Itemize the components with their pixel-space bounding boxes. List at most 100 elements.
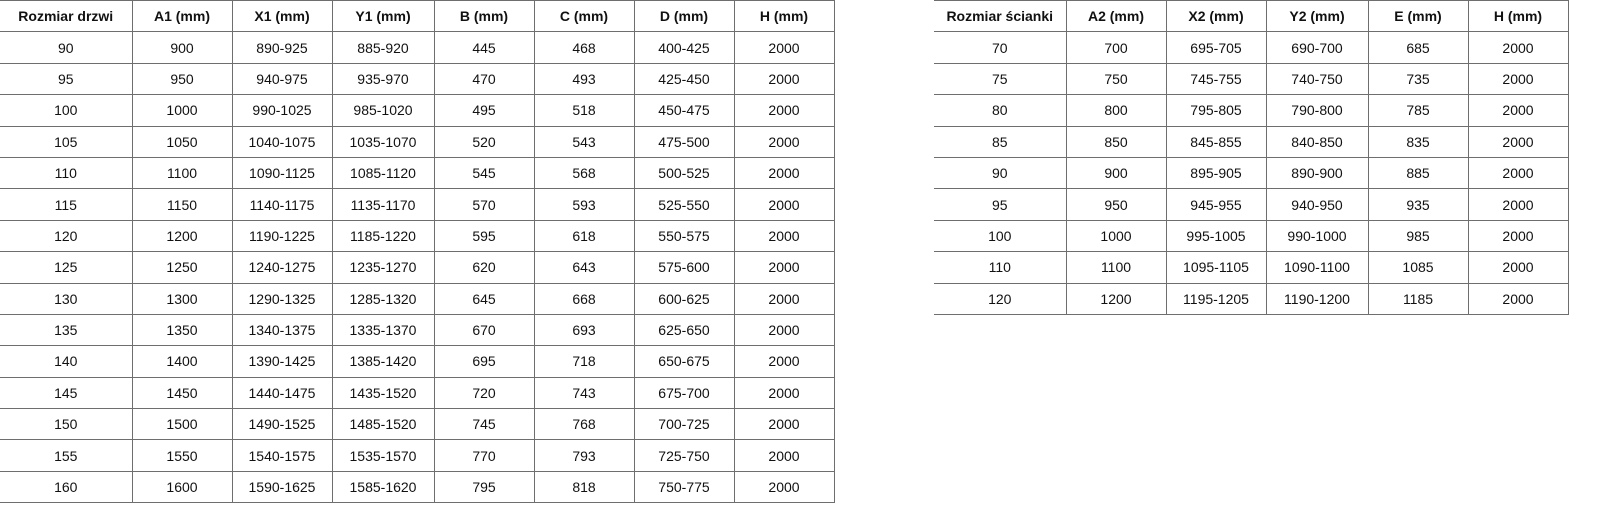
table-cell: 695-705 (1165, 31, 1267, 64)
table-cell: 1435-1520 (331, 376, 435, 410)
table-cell: 1050 (131, 125, 233, 158)
table-cell: 768 (533, 408, 635, 441)
table-row: 120 1200 1195-1205 1190-1200 1185 2000 (934, 282, 1569, 315)
table-cell: 1535-1570 (331, 439, 435, 472)
table-cell: 675-700 (633, 376, 735, 410)
table-cell: 1000 (131, 94, 233, 127)
table-cell: 90 (934, 156, 1067, 190)
table-cell: 845-855 (1165, 125, 1267, 158)
table-cell: 950 (1065, 188, 1167, 221)
table-cell: 95 (0, 62, 133, 96)
table-cell: 2000 (733, 125, 835, 158)
table-cell: 645 (433, 282, 535, 315)
table-cell: 1090-1125 (231, 156, 333, 190)
table-cell: 670 (433, 313, 535, 347)
table-cell: 1185 (1367, 282, 1469, 315)
table-cell: 1135-1170 (331, 188, 435, 221)
table-cell: 155 (0, 439, 133, 472)
table-cell: 145 (0, 376, 133, 410)
column-header: C (mm) (533, 0, 635, 33)
table-cell: 2000 (1467, 219, 1569, 253)
table-cell: 1140-1175 (231, 188, 333, 221)
table-cell: 1450 (131, 376, 233, 410)
table-cell: 595 (433, 219, 535, 253)
column-header: H (mm) (733, 0, 835, 33)
table-cell: 990-1000 (1265, 219, 1369, 253)
table-cell: 1085 (1367, 251, 1469, 284)
column-header: D (mm) (633, 0, 735, 33)
column-header: Rozmiar ścianki (934, 0, 1067, 33)
table-row: 80 800 795-805 790-800 785 2000 (934, 94, 1569, 127)
table-cell: 890-900 (1265, 156, 1369, 190)
table-cell: 1390-1425 (231, 345, 333, 378)
table-cell: 850 (1065, 125, 1167, 158)
table-cell: 725-750 (633, 439, 735, 472)
table-cell: 493 (533, 62, 635, 96)
table-cell: 2000 (1467, 188, 1569, 221)
wall-panel-dimensions-table: Rozmiar ścianki A2 (mm) X2 (mm) Y2 (mm) E (m… (934, 0, 1569, 315)
table-cell: 400-425 (633, 31, 735, 64)
table-row: 75 750 745-755 740-750 735 2000 (934, 62, 1569, 96)
table-row: 155 1550 1540-1575 1535-1570 770 793 725-750 20… (0, 439, 835, 472)
table-cell: 125 (0, 251, 133, 284)
table-cell: 940-950 (1265, 188, 1369, 221)
table-cell: 985-1020 (331, 94, 435, 127)
table-row: 95 950 940-975 935-970 470 493 425-450 2000 (0, 62, 835, 96)
table-cell: 550-575 (633, 219, 735, 253)
table-cell: 2000 (733, 31, 835, 64)
table-cell: 835 (1367, 125, 1469, 158)
table-cell: 643 (533, 251, 635, 284)
table-cell: 1150 (131, 188, 233, 221)
table-cell: 450-475 (633, 94, 735, 127)
table-cell: 150 (0, 408, 133, 441)
table-cell: 1085-1120 (331, 156, 435, 190)
table-cell: 2000 (733, 282, 835, 315)
table-cell: 718 (533, 345, 635, 378)
table-cell: 1190-1200 (1265, 282, 1369, 315)
table-row: 125 1250 1240-1275 1235-1270 620 643 575-600 20… (0, 251, 835, 284)
table-cell: 2000 (1467, 125, 1569, 158)
table-cell: 105 (0, 125, 133, 158)
table-cell: 1385-1420 (331, 345, 435, 378)
table-cell: 95 (934, 188, 1067, 221)
table-cell: 1400 (131, 345, 233, 378)
table-cell: 100 (934, 219, 1067, 253)
table-row: 85 850 845-855 840-850 835 2000 (934, 125, 1569, 158)
table-cell: 100 (0, 94, 133, 127)
table-cell: 475-500 (633, 125, 735, 158)
table-cell: 1100 (1065, 251, 1167, 284)
table-cell: 625-650 (633, 313, 735, 347)
table-cell: 500-525 (633, 156, 735, 190)
table-cell: 600-625 (633, 282, 735, 315)
table-cell: 650-675 (633, 345, 735, 378)
table-row: 110 1100 1095-1105 1090-1100 1085 2000 (934, 251, 1569, 284)
header-row: Rozmiar ścianki A2 (mm) X2 (mm) Y2 (mm) E (m… (934, 0, 1569, 33)
table-cell: 135 (0, 313, 133, 347)
table-cell: 770 (433, 439, 535, 472)
table-cell: 1000 (1065, 219, 1167, 253)
table-cell: 2000 (733, 376, 835, 410)
table-cell: 1340-1375 (231, 313, 333, 347)
table-cell: 70 (934, 31, 1067, 64)
table-cell: 1350 (131, 313, 233, 347)
table-cell: 1440-1475 (231, 376, 333, 410)
table-cell: 2000 (1467, 156, 1569, 190)
table-cell: 468 (533, 31, 635, 64)
table-cell: 115 (0, 188, 133, 221)
column-header: X1 (mm) (231, 0, 333, 33)
table-cell: 425-450 (633, 62, 735, 96)
table-cell: 130 (0, 282, 133, 315)
table-cell: 935 (1367, 188, 1469, 221)
table-cell: 840-850 (1265, 125, 1369, 158)
table-cell: 593 (533, 188, 635, 221)
table-cell: 2000 (1467, 62, 1569, 96)
table-cell: 745 (433, 408, 535, 441)
table-cell: 745-755 (1165, 62, 1267, 96)
column-header: A2 (mm) (1065, 0, 1167, 33)
table-row: 70 700 695-705 690-700 685 2000 (934, 31, 1569, 64)
table-cell: 90 (0, 31, 133, 64)
table-cell: 140 (0, 345, 133, 378)
table-cell: 2000 (733, 94, 835, 127)
table-cell: 120 (934, 282, 1067, 315)
table-row: 160 1600 1590-1625 1585-1620 795 818 750-775 20… (0, 470, 835, 504)
